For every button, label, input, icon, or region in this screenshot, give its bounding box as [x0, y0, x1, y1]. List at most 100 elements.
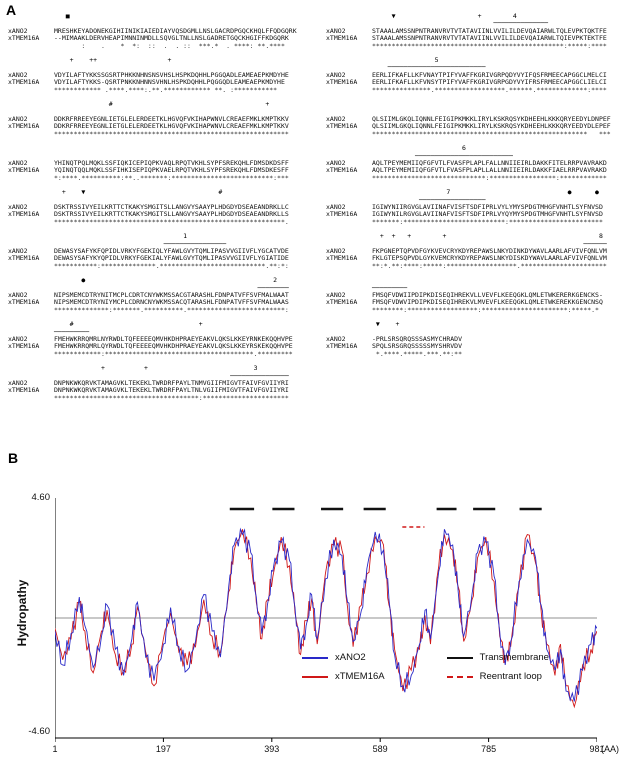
legend-line-transmembrane	[446, 656, 473, 659]
marker-line-text: 6	[372, 144, 466, 153]
tm-overline: ──────────────	[326, 19, 630, 27]
x-tick-label: 197	[155, 744, 171, 754]
sequence-xano2-text: FMEHWKRRQMRLNYRWDLTQFEEEEQMVHKDHPRAEYEAK…	[54, 335, 293, 344]
alignment-block: # + ───────── xANO2 FMEHWKRRQMRLNYRWDLTQFEE…	[8, 320, 312, 358]
label-spacer	[8, 57, 54, 64]
sequence-label: xTMEM16A	[8, 254, 40, 263]
label-spacer	[326, 101, 372, 108]
consensus-line: ****************************************…	[326, 41, 630, 50]
sequence-label: xANO2	[8, 114, 28, 123]
sequence-xtmem16a-text: DEWASYSAFYKYQPIDLVRKYFGEKIALYFAWLGVYTQML…	[54, 254, 289, 263]
y-axis-max-label: 4.60	[31, 492, 51, 503]
consensus-line-text: *******:**************************:*****…	[372, 217, 603, 226]
sequence-xano2-text: EERLIFKAFLLKFVNAYTPIFYVAFFKGRIVGRPQDYVYI…	[372, 70, 607, 79]
consensus-line: *:****.**********:**..*******:**********…	[8, 174, 312, 182]
sequence-label: xTMEM16A	[8, 34, 40, 43]
marker-line-text: ● 2	[54, 276, 278, 285]
y-axis-min-label: -4.60	[28, 726, 50, 737]
marker-line: + + 3	[8, 364, 312, 372]
legend-line-xtmem16a	[302, 675, 328, 678]
x-axis-unit-label: (AA)	[601, 744, 619, 754]
marker-line-text: 7 ● ●	[372, 188, 599, 197]
sequence-xtmem16a-text: NIPSMEMCDTRYNIYMCPLCDRNCNYWKMSSACQTARASH…	[54, 298, 289, 307]
sequence-label: xTMEM16A	[8, 166, 40, 175]
label-spacer	[326, 175, 372, 182]
tm-overline-text: ─────────	[54, 327, 90, 336]
label-spacer	[326, 321, 372, 328]
sequence-xano2-text: DDKRFRREEYEGNLIETGLELERDEETKLHGVQFVKIHAP…	[54, 114, 289, 123]
sequence-label: xTMEM16A	[326, 78, 358, 87]
sequence-label: xTMEM16A	[326, 342, 358, 351]
label-spacer	[8, 277, 54, 284]
sequence-xtmem16a: xTMEM16A FMEHWKRRQMRLQYRWDLTQFEEEEQMVHKDH…	[8, 342, 312, 351]
sequence-xano2: xANO2 IGIWYNIIRGVGLAVIINAFVISFTSDFIPRLVYL…	[326, 203, 630, 211]
sequence-label: xANO2	[326, 158, 346, 167]
sequence-xano2: xANO2 EERLIFKAFLLKFVNAYTPIFYVAFFKGRIVGRPQ…	[326, 70, 630, 79]
sequence-label: xANO2	[326, 26, 346, 35]
sequence-xtmem16a-text: YQINQTQQLMQKLSSFIHKISEPIQPKVAELRPQTVKHLS…	[54, 166, 289, 175]
consensus-line-text: *.****.*****.***.**:**	[372, 349, 463, 358]
sequence-label: xANO2	[8, 291, 28, 299]
sequence-xano2: xANO2 QLSIIMLGKQLIQNNLFEIGIPKMKKLIRYLKSKR…	[326, 114, 630, 123]
x-axis-tick-labels: 1 197 393 589 785 981	[52, 744, 604, 756]
sequence-xtmem16a: xTMEM16A EERLIFKAFLLKFVNSYTPIFYVAFFKGRIVG…	[326, 78, 630, 87]
sequence-label: xTMEM16A	[326, 298, 358, 307]
marker-line-text: 1	[54, 232, 188, 241]
sequence-xtmem16a-text: DNPNKWKQRVKTAMAGVKLTEKEKLTWRDRFPAYLTNLVG…	[54, 386, 289, 395]
consensus-line-text: ****************************************…	[372, 41, 607, 50]
sequence-xano2: xANO2 YHINQTPQLMQKLSSFIQKICEPIQPKVAQLRPQT…	[8, 159, 312, 167]
tm-overline: ─────────────────────────	[326, 152, 630, 160]
panel-a-label: A	[6, 2, 17, 18]
marker-line: 6	[326, 144, 630, 153]
sequence-xano2-text: MRESHKEYADONEKGIHIINIKIAIEDIAYVQSDGMLLNS…	[54, 26, 297, 35]
sequence-label: xANO2	[326, 335, 346, 344]
sequence-xtmem16a-text: AQLTPEYMEMIIQFGFVTLFVASFPLAPLLALLNNIIEIR…	[372, 166, 607, 175]
label-spacer	[326, 219, 372, 226]
sequence-xtmem16a: xTMEM16A VDYILAFTYKKS-QSRTPNKKNHNNSVHNLHS…	[8, 78, 312, 86]
sequence-label: xANO2	[326, 114, 346, 123]
consensus-line: ***************.******************.*****…	[326, 86, 630, 94]
alignment-block: xANO2 QLSIIMLGKQLIQNNLFEIGIPKMKKLIRYLKSKR…	[326, 101, 630, 138]
sequence-xano2: xANO2 DSKTRSSIVYEILKRTTCTKAKYSMGITSLLANGV…	[8, 203, 312, 211]
label-spacer	[8, 43, 54, 50]
tm-overline-text: ──────	[372, 239, 607, 248]
sequence-xtmem16a: xTMEM16A SPQLSRSGRQSSSSSMYSHRVDV	[326, 342, 630, 351]
tm-overline: ─────────	[326, 284, 630, 292]
sequence-label: xANO2	[8, 70, 28, 79]
consensus-line-text: **:*.**:****:*****:******************.**…	[372, 261, 607, 270]
consensus-line: ****************************************…	[8, 130, 312, 138]
sequence-xano2: xANO2 VDYILAFTYKKSSGSRTPHKKNHNSNSVHSLHSPK…	[8, 70, 312, 79]
consensus-line-text: ****************************************…	[372, 129, 611, 138]
consensus-line-text: ************:***************************…	[54, 349, 293, 358]
consensus-line: **************:*******.**********.******…	[8, 306, 312, 314]
legend-label-transmembrane: Transmembrane	[479, 652, 549, 663]
sequence-xtmem16a-text: FMEHWKRRQMRLQYRWDLTQFEEEEQMVHKDHPRAEYEAK…	[54, 342, 293, 351]
label-spacer	[8, 101, 54, 108]
consensus-line-text: *************************************:**…	[54, 393, 289, 402]
label-spacer	[8, 263, 54, 270]
sequence-xano2: xANO2 AQLTPEYMEMIIQFGFVTLFVASFPLAPLFALLNN…	[326, 158, 630, 167]
consensus-line: ****************************************…	[326, 129, 630, 138]
trace-xtmem16a	[55, 529, 597, 709]
alignment-block: ■ xANO2 MRESHKEYADONEKGIHIINIKIAIEDIAYVQS…	[8, 12, 312, 50]
sequence-xtmem16a-text: DSKTRSSIVYEILKRTTCTKAKYSMGITSLLANGVYSAAY…	[54, 210, 289, 219]
label-spacer	[326, 307, 372, 314]
x-tick-label: 981	[589, 744, 605, 754]
marker-line-text: + + + + 8	[372, 232, 603, 241]
sequence-label: xANO2	[8, 335, 28, 344]
sequence-xtmem16a-text: IGIWYNILRGVGLAVIINAFVISFTSDFIPRLVYQYMYSP…	[372, 210, 603, 219]
label-spacer	[8, 189, 54, 196]
consensus-line-text: *****************************:**********…	[372, 173, 607, 182]
consensus-line: ***********:**************.*************…	[8, 262, 312, 270]
tm-overline: ────────	[8, 284, 312, 292]
alignment-block: + ++ + xANO2 VDYILAFTYKKSSGSRTPHKKNHNSNSV…	[8, 56, 312, 94]
legend-label-xtmem16a: xTMEM16A	[335, 671, 385, 682]
sequence-xano2: xANO2 MRESHKEYADONEKGIHIINIKIAIEDIAYVQSDG…	[8, 26, 312, 35]
sequence-xtmem16a: xTMEM16A YQINQTQQLMQKLSSFIHKISEPIQPKVAELR…	[8, 166, 312, 175]
sequence-xtmem16a-text: SPQLSRSGRQSSSSSMYSHRVDV	[372, 342, 463, 351]
legend-line-xano2	[302, 656, 328, 659]
alignment-block: ● 2 ──────── xANO2 NIPSMEMCDTRYNITMCPLCDRT…	[8, 276, 312, 314]
label-spacer	[326, 189, 372, 196]
sequence-xano2: xANO2 FMEHWKRRQMRLNYRWDLTQFEEEEQMVHKDHPRA…	[8, 335, 312, 344]
consensus-line: ************ .****.****:.**.************…	[8, 86, 312, 94]
